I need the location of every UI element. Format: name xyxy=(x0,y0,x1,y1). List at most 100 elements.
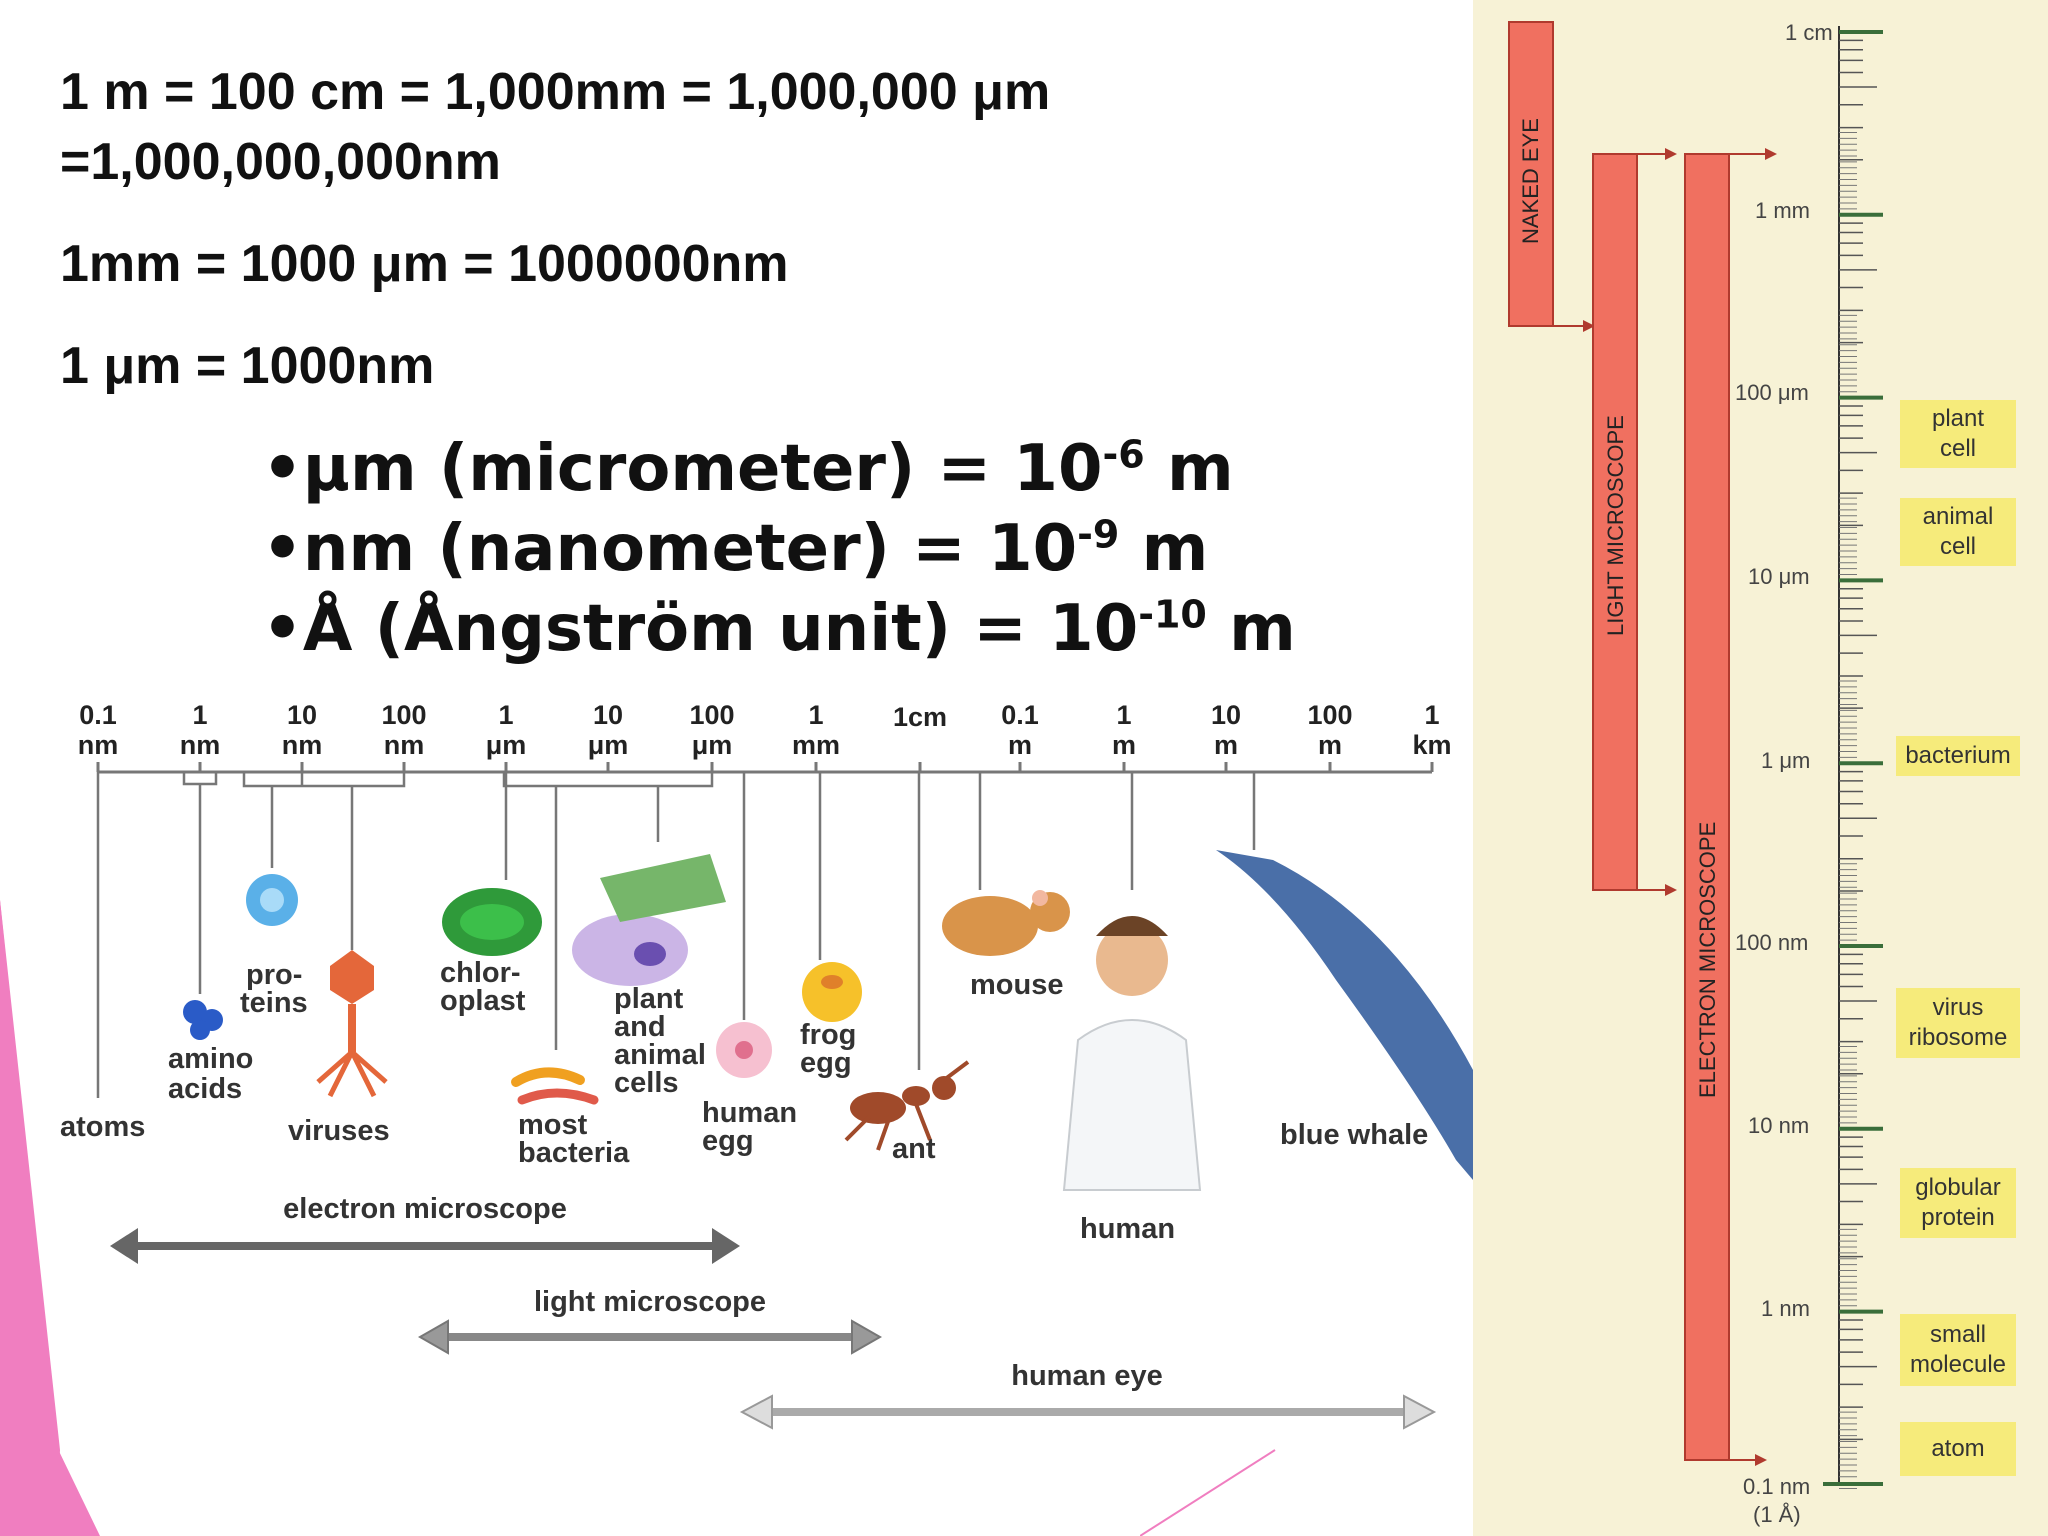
tick-label-bottom-9: m xyxy=(1008,730,1032,760)
electron-range-arrow xyxy=(110,1228,740,1264)
conversion-line-2: 1mm = 1000 μm = 1000000nm xyxy=(60,235,789,293)
label-cells-1: plant xyxy=(614,983,684,1015)
scale-label-100um: 100 μm xyxy=(1735,380,1809,405)
tick-label-top-10: 1 xyxy=(1116,700,1131,730)
virus-icon xyxy=(316,950,388,1098)
label-cells-3: animal xyxy=(614,1039,706,1071)
blue-whale-icon xyxy=(1216,850,1473,1180)
label-amino-acids-2: acids xyxy=(168,1073,242,1105)
label-chloroplast-2: oplast xyxy=(440,985,526,1017)
label-mouse: mouse xyxy=(970,969,1063,1001)
tick-label-bottom-7: mm xyxy=(792,730,840,760)
scale-label-100nm: 100 nm xyxy=(1735,930,1808,955)
scale-label-01nm: 0.1 nm xyxy=(1743,1474,1810,1499)
tick-label-top-0: 0.1 xyxy=(79,700,117,730)
scale-label-angstrom: (1 Å) xyxy=(1753,1502,1801,1527)
label-proteins-2: teins xyxy=(240,987,308,1019)
scale-label-1cm: 1 cm xyxy=(1785,20,1833,45)
box-small-molecule: small molecule xyxy=(1900,1314,2016,1386)
microscope-range-chart: NAKED EYE LIGHT MICROSCOPE ELECTRON MICR… xyxy=(1508,20,1883,1527)
tick-label-top-5: 10 xyxy=(593,700,623,730)
tick-label-top-13: 1 xyxy=(1424,700,1439,730)
tick-label-bottom-2: nm xyxy=(282,730,323,760)
bullet-angstrom: •Å (Ångström unit) = 10-10 m xyxy=(262,592,1296,666)
scale-brackets xyxy=(182,772,714,792)
tick-label-bottom-5: μm xyxy=(588,730,629,760)
label-human-egg-2: egg xyxy=(702,1125,754,1157)
tick-label-bottom-11: m xyxy=(1214,730,1238,760)
label-bacteria-1: most xyxy=(518,1109,588,1141)
label-frog-egg-1: frog xyxy=(800,1019,856,1051)
bacteria-icon xyxy=(511,1067,599,1105)
scale-label-1nm: 1 nm xyxy=(1761,1296,1810,1321)
cell-icon xyxy=(572,854,726,986)
conversion-line-1: 1 m = 100 cm = 1,000mm = 1,000,000 μm xyxy=(60,63,1051,121)
label-ant: ant xyxy=(892,1133,936,1165)
tick-label-bottom-10: m xyxy=(1112,730,1136,760)
ant-icon xyxy=(844,1060,970,1151)
frog-egg-icon xyxy=(802,962,862,1022)
tick-label-top-3: 100 xyxy=(381,700,426,730)
tick-label-top-7: 1 xyxy=(808,700,823,730)
pink-decoration xyxy=(0,900,100,1536)
label-chloroplast-1: chlor- xyxy=(440,957,521,989)
box-atom: atom xyxy=(1900,1422,2016,1476)
light-range-arrow xyxy=(417,1319,883,1355)
tick-label-top-4: 1 xyxy=(498,700,513,730)
tick-label-bottom-13: km xyxy=(1412,730,1451,760)
scale-label-10um: 10 μm xyxy=(1748,564,1810,589)
box-globular-protein: globular protein xyxy=(1900,1168,2016,1238)
scale-label-1mm: 1 mm xyxy=(1755,198,1810,223)
tick-label-bottom-1: nm xyxy=(180,730,221,760)
box-bacterium: bacterium xyxy=(1896,736,2020,776)
label-atoms: atoms xyxy=(60,1111,145,1143)
tick-label-top-9: 0.1 xyxy=(1001,700,1039,730)
human-icon xyxy=(1062,916,1202,1191)
protein-icon xyxy=(246,874,298,926)
label-human-egg-1: human xyxy=(702,1097,797,1129)
conversion-line-3: 1 μm = 1000nm xyxy=(60,337,435,395)
label-blue-whale: blue whale xyxy=(1280,1119,1428,1151)
organism-drop-lines xyxy=(96,772,1256,1098)
conversion-line-1b: =1,000,000,000nm xyxy=(60,133,501,191)
tick-label-bottom-3: nm xyxy=(384,730,425,760)
chloroplast-icon xyxy=(442,888,542,956)
tick-label-top-8: 1cm xyxy=(893,702,947,732)
pink-line-decoration xyxy=(1140,1449,1276,1536)
label-human: human xyxy=(1080,1213,1175,1245)
electron-microscope-label: ELECTRON MICROSCOPE xyxy=(1695,822,1720,1098)
light-microscope-bar xyxy=(1592,153,1638,891)
tick-label-top-6: 100 xyxy=(689,700,734,730)
eye-range-arrow xyxy=(739,1394,1437,1430)
tick-label-top-1: 1 xyxy=(192,700,207,730)
range-label-electron: electron microscope xyxy=(283,1193,567,1225)
tick-label-bottom-0: nm xyxy=(78,730,119,760)
light-microscope-label: LIGHT MICROSCOPE xyxy=(1603,415,1628,636)
bullet-nanometer: •nm (nanometer) = 10-9 m xyxy=(262,512,1209,586)
scale-label-1um: 1 μm xyxy=(1761,748,1810,773)
range-label-eye: human eye xyxy=(1011,1360,1163,1392)
box-animal-cell: animal cell xyxy=(1900,498,2016,566)
box-plant-cell: plant cell xyxy=(1900,400,2016,468)
tick-label-top-2: 10 xyxy=(287,700,317,730)
tick-label-top-11: 10 xyxy=(1211,700,1241,730)
label-cells-2: and xyxy=(614,1011,666,1043)
naked-eye-label: NAKED EYE xyxy=(1518,118,1543,244)
range-label-light: light microscope xyxy=(534,1286,766,1318)
tick-label-top-12: 100 xyxy=(1307,700,1352,730)
vertical-scale-ticks xyxy=(1823,30,1883,1490)
label-viruses: viruses xyxy=(288,1115,390,1147)
tick-label-bottom-6: μm xyxy=(692,730,733,760)
label-proteins-1: pro- xyxy=(246,959,302,991)
naked-eye-bar xyxy=(1508,21,1554,327)
label-amino-acids-1: amino xyxy=(168,1043,253,1075)
box-virus-ribosome: virus ribosome xyxy=(1896,988,2020,1058)
tick-label-bottom-12: m xyxy=(1318,730,1342,760)
amino-acid-icon xyxy=(183,1000,223,1040)
scale-label-10nm: 10 nm xyxy=(1748,1113,1809,1138)
electron-microscope-bar xyxy=(1684,153,1730,1461)
bullet-micrometer: •μm (micrometer) = 10-6 m xyxy=(262,432,1234,506)
label-cells-4: cells xyxy=(614,1067,679,1099)
mouse-icon xyxy=(942,890,1070,956)
